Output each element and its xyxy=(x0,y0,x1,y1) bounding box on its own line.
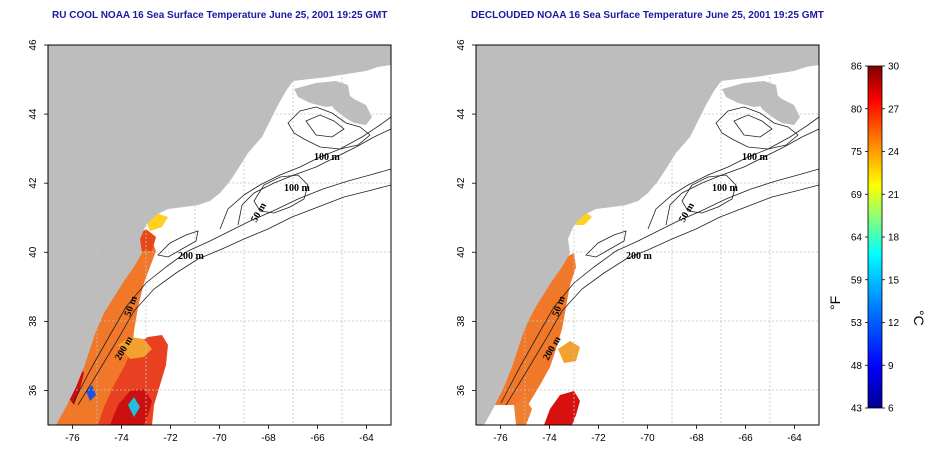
lon-tick-label: -76 xyxy=(493,433,508,444)
lon-tick-label: -68 xyxy=(261,433,276,444)
celsius-label: 15 xyxy=(888,275,900,286)
fahrenheit-label: 43 xyxy=(851,404,863,415)
lon-tick-label: -64 xyxy=(787,433,802,444)
contour-label: 200 m xyxy=(626,251,653,262)
right-map: 100 m 100 m 50 m 200 m 50 m 200 m -76 -74… xyxy=(456,39,820,444)
fahrenheit-label: 64 xyxy=(851,233,863,244)
colorbar-ramp xyxy=(867,65,883,409)
celsius-label: 24 xyxy=(888,147,900,158)
celsius-label: 30 xyxy=(888,62,900,73)
lat-tick-label: 36 xyxy=(28,384,39,396)
contour-label: 100 m xyxy=(284,183,311,194)
lon-tick-label: -66 xyxy=(310,433,325,444)
contour-label: 200 m xyxy=(178,251,205,262)
fahrenheit-label: 69 xyxy=(851,190,863,201)
celsius-label: 12 xyxy=(888,318,900,329)
celsius-label: 9 xyxy=(888,361,894,372)
lat-tick-label: 46 xyxy=(28,39,39,51)
right-map-title: DECLOUDED NOAA 16 Sea Surface Temperatur… xyxy=(471,10,824,21)
fahrenheit-label: 48 xyxy=(851,361,863,372)
lat-tick-label: 38 xyxy=(456,315,467,327)
lat-tick-label: 44 xyxy=(28,108,39,120)
left-map-title: RU COOL NOAA 16 Sea Surface Temperature … xyxy=(52,10,388,21)
lon-tick-label: -70 xyxy=(640,433,655,444)
colorbar-ticks: 86 30 80 27 75 24 69 21 64 18 59 15 53 12 48 9 43 6 xyxy=(851,62,900,415)
fahrenheit-unit: °F xyxy=(827,296,843,310)
lat-tick-label: 40 xyxy=(28,246,39,258)
lon-tick-label: -72 xyxy=(163,433,178,444)
contour-label: 100 m xyxy=(742,152,769,163)
lon-tick-label: -68 xyxy=(689,433,704,444)
contour-label: 100 m xyxy=(712,183,739,194)
lat-tick-label: 42 xyxy=(456,177,467,189)
fahrenheit-label: 59 xyxy=(851,275,863,286)
lat-tick-label: 40 xyxy=(456,246,467,258)
lat-tick-label: 36 xyxy=(456,384,467,396)
fahrenheit-label: 75 xyxy=(851,147,863,158)
latitude-axis: 36 38 40 42 44 46 xyxy=(28,39,48,396)
lon-tick-label: -72 xyxy=(591,433,606,444)
contour-label: 100 m xyxy=(314,152,341,163)
fahrenheit-label: 80 xyxy=(851,104,863,115)
lon-tick-label: -76 xyxy=(65,433,80,444)
fahrenheit-label: 53 xyxy=(851,318,863,329)
celsius-unit: °C xyxy=(911,310,927,326)
longitude-axis: -76 -74 -72 -70 -68 -66 -64 xyxy=(65,425,374,444)
lat-tick-label: 38 xyxy=(28,315,39,327)
celsius-label: 21 xyxy=(888,190,900,201)
lat-tick-label: 42 xyxy=(28,177,39,189)
celsius-label: 27 xyxy=(888,104,900,115)
longitude-axis: -76 -74 -72 -70 -68 -66 -64 xyxy=(493,425,802,444)
left-map: 100 m 100 m 50 m 200 m 50 m 200 m -76 -74… xyxy=(28,39,392,444)
celsius-label: 18 xyxy=(888,233,900,244)
celsius-label: 6 xyxy=(888,404,894,415)
lon-tick-label: -70 xyxy=(212,433,227,444)
latitude-axis: 36 38 40 42 44 46 xyxy=(456,39,476,396)
lon-tick-label: -74 xyxy=(542,433,557,444)
colorbar: 86 30 80 27 75 24 69 21 64 18 59 15 53 12 48 9 43 6 °F °C xyxy=(827,62,927,415)
lon-tick-label: -66 xyxy=(738,433,753,444)
lon-tick-label: -74 xyxy=(114,433,129,444)
lat-tick-label: 46 xyxy=(456,39,467,51)
fahrenheit-label: 86 xyxy=(851,62,863,73)
lon-tick-label: -64 xyxy=(359,433,374,444)
lat-tick-label: 44 xyxy=(456,108,467,120)
